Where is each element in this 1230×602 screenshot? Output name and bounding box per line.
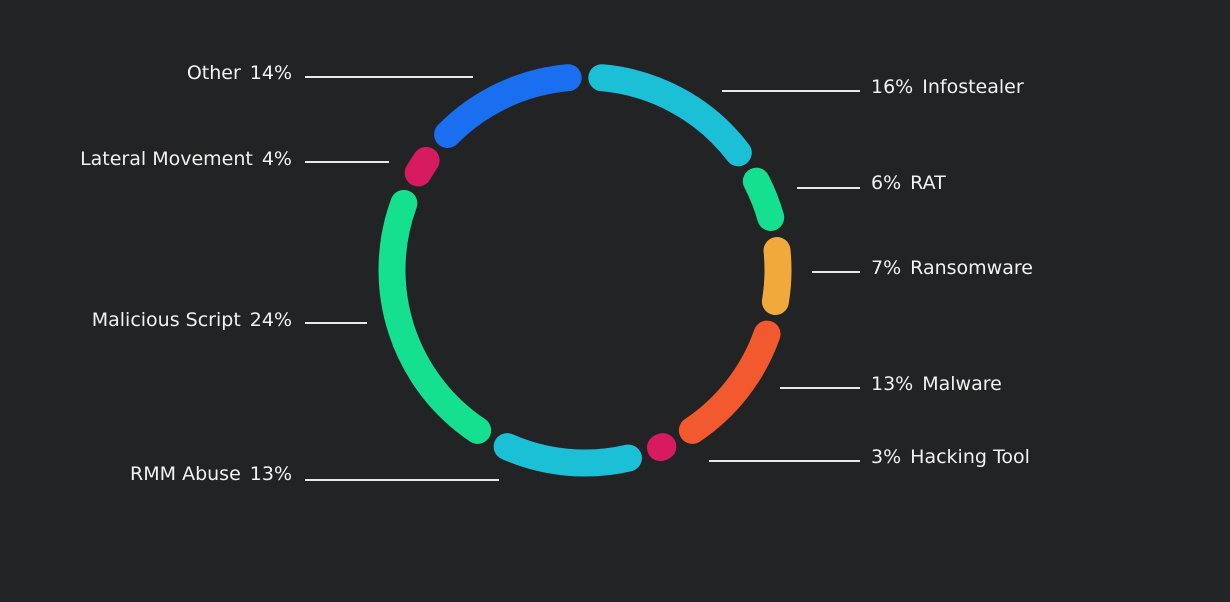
segment-label: 6% RAT (871, 172, 946, 194)
segment-name: RAT (910, 172, 946, 194)
segment-name: Infostealer (922, 76, 1024, 98)
donut-segment (493, 433, 642, 477)
donut-segment (761, 236, 792, 316)
segment-percent: 13% (250, 463, 292, 485)
donut-segment (742, 167, 785, 231)
segment-label: 13% Malware (871, 373, 1002, 395)
donut-segment (678, 320, 781, 444)
donut-segment (378, 189, 492, 444)
segment-percent: 13% (871, 373, 913, 395)
segment-label: Malicious Script 24% (92, 309, 292, 331)
segment-percent: 16% (871, 76, 913, 98)
segment-name: RMM Abuse (130, 463, 241, 485)
donut-segment (434, 64, 582, 148)
segment-percent: 6% (871, 172, 901, 194)
segment-label: Lateral Movement 4% (80, 148, 292, 170)
segment-percent: 7% (871, 257, 901, 279)
segment-label: 16% Infostealer (871, 76, 1024, 98)
segment-percent: 24% (250, 309, 292, 331)
donut-segment (646, 433, 677, 462)
segment-name: Lateral Movement (80, 148, 253, 170)
segment-label: Other 14% (187, 62, 292, 84)
segment-name: Malicious Script (92, 309, 241, 331)
donut-segment (404, 146, 440, 187)
segment-label: RMM Abuse 13% (130, 463, 292, 485)
segment-label: 3% Hacking Tool (871, 446, 1030, 468)
donut-segment (588, 64, 752, 167)
segment-percent: 4% (262, 148, 292, 170)
segment-percent: 14% (250, 62, 292, 84)
segment-name: Ransomware (910, 257, 1033, 279)
segment-name: Other (187, 62, 241, 84)
segment-label: 7% Ransomware (871, 257, 1033, 279)
segment-name: Malware (922, 373, 1002, 395)
segment-percent: 3% (871, 446, 901, 468)
segment-name: Hacking Tool (910, 446, 1030, 468)
